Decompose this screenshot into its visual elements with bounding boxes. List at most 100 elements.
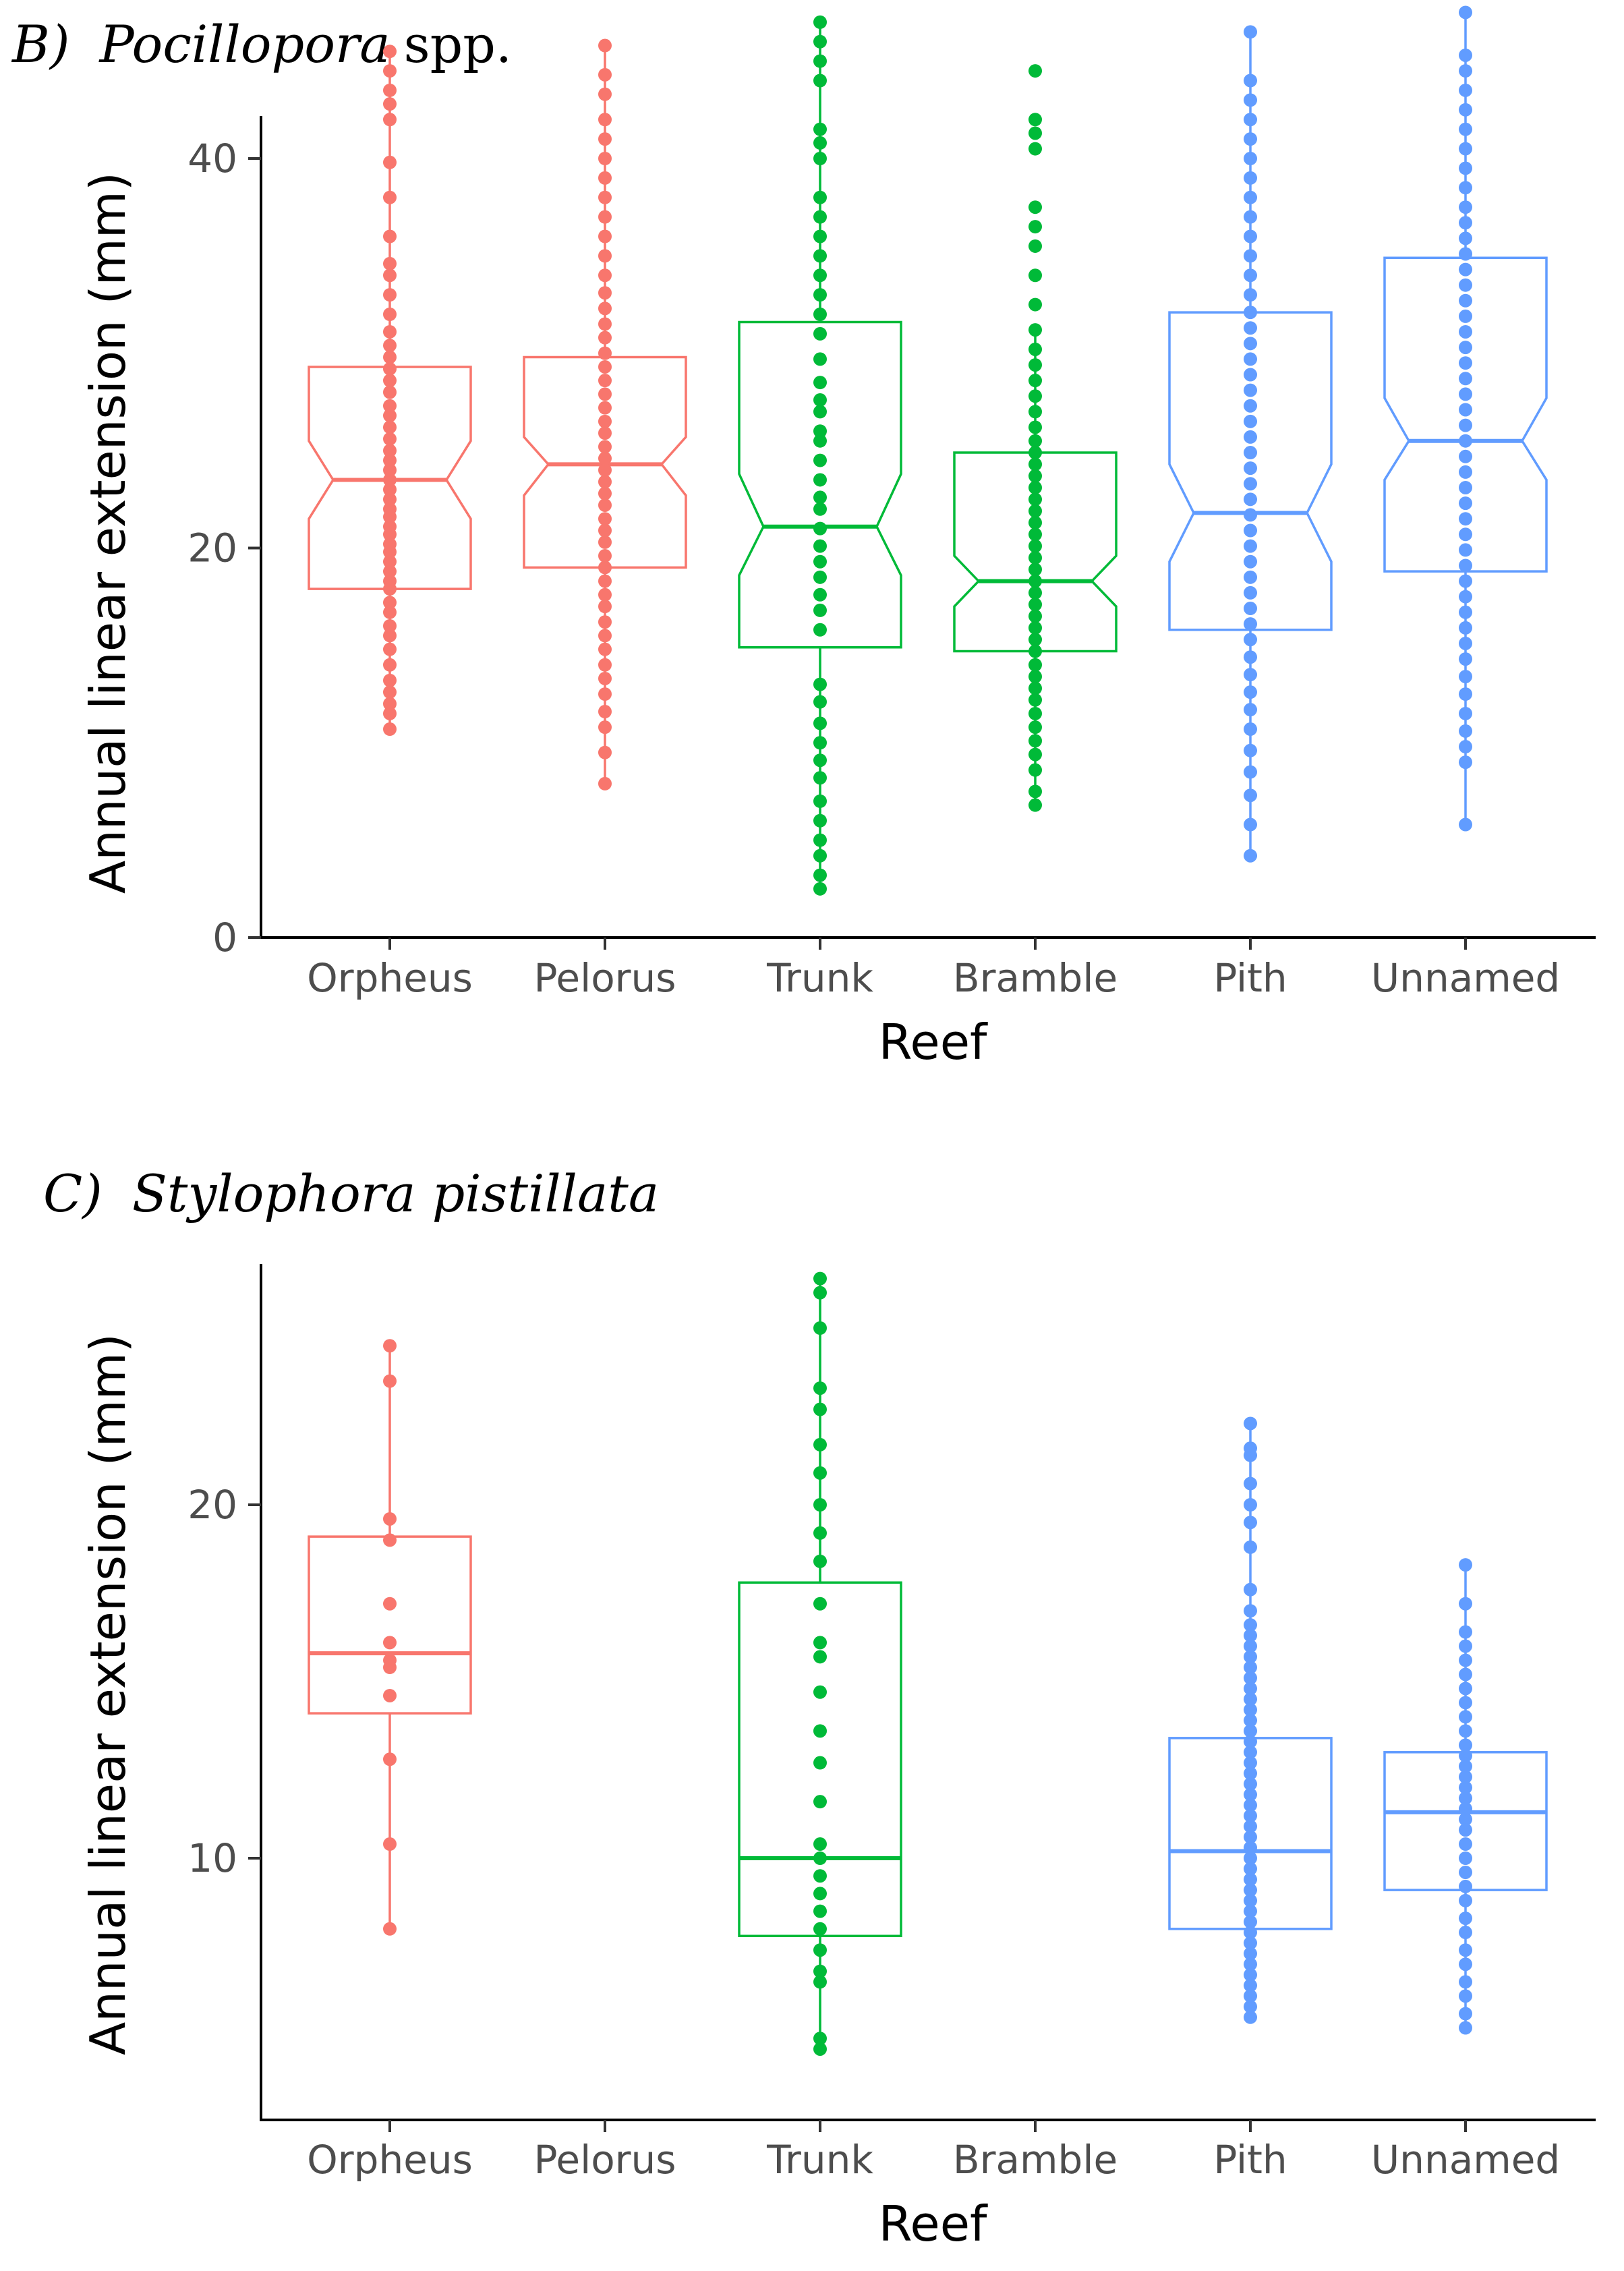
data-point-unnamed (1459, 1865, 1472, 1879)
data-point-trunk (813, 376, 827, 390)
data-point-unnamed (1459, 1975, 1472, 1989)
data-point-pith (1244, 93, 1257, 107)
data-point-pelorus (598, 268, 612, 283)
panel-c-x-axis-title: Reef (879, 2195, 988, 2252)
data-point-trunk (813, 623, 827, 637)
data-point-unnamed (1459, 122, 1472, 136)
data-point-bramble (1028, 358, 1042, 372)
data-point-pith (1244, 461, 1257, 476)
data-point-orpheus (383, 256, 397, 270)
box-orpheus (308, 1535, 472, 1715)
data-point-orpheus (383, 565, 397, 579)
data-point-pith (1244, 1639, 1257, 1653)
data-point-trunk (813, 1975, 827, 1989)
data-point-unnamed (1459, 740, 1472, 754)
data-point-unnamed (1459, 1837, 1472, 1851)
data-point-pelorus (598, 374, 612, 388)
data-point-pith (1244, 1904, 1257, 1918)
data-point-trunk (813, 587, 827, 602)
data-point-pelorus (598, 629, 612, 643)
box-group-unnamed (1383, 1558, 1548, 2035)
data-point-pelorus (598, 171, 612, 185)
data-point-orpheus (383, 1837, 397, 1851)
data-point-pelorus (598, 210, 612, 224)
data-point-orpheus (383, 444, 397, 458)
data-point-pith (1244, 554, 1257, 569)
data-point-orpheus (383, 385, 397, 399)
data-point-trunk (813, 1795, 827, 1809)
data-point-trunk (813, 210, 827, 224)
data-point-pith (1244, 190, 1257, 204)
data-point-orpheus (383, 190, 397, 204)
data-point-bramble (1028, 480, 1042, 494)
data-point-pith (1244, 539, 1257, 553)
data-point-pelorus (598, 776, 612, 790)
data-point-unnamed (1459, 817, 1472, 832)
panel-b-x-ticks: Orpheus Pelorus Trunk Bramble Pith Unnamed (307, 938, 1560, 1001)
y-tick-label: 40 (187, 136, 237, 181)
data-point-pelorus (598, 600, 612, 614)
data-point-orpheus (383, 339, 397, 353)
data-point-unnamed (1459, 278, 1472, 292)
data-point-pelorus (598, 330, 612, 345)
panel-b-x-axis-title: Reef (879, 1014, 988, 1070)
data-point-pith (1244, 1915, 1257, 1929)
data-point-pith (1244, 1830, 1257, 1844)
data-point-bramble (1028, 434, 1042, 448)
data-point-trunk (813, 1650, 827, 1664)
data-point-pith (1244, 1841, 1257, 1855)
data-point-pelorus (598, 498, 612, 512)
data-point-pith (1244, 1618, 1257, 1632)
data-point-pith (1244, 1661, 1257, 1675)
panel-c-y-ticks: 10 20 (187, 1482, 261, 1881)
data-point-trunk (813, 736, 827, 750)
data-point-pith (1244, 1745, 1257, 1759)
data-point-trunk (813, 1837, 827, 1851)
data-point-pith (1244, 152, 1257, 165)
data-point-bramble (1028, 142, 1042, 156)
data-point-trunk (813, 453, 827, 467)
data-point-pith (1244, 430, 1257, 444)
data-point-trunk (813, 152, 827, 165)
data-point-pith (1244, 1978, 1257, 1992)
x-tick-label: Trunk (766, 2137, 873, 2183)
data-point-orpheus (383, 722, 397, 737)
data-point-unnamed (1459, 5, 1472, 20)
data-point-unnamed (1459, 181, 1472, 195)
data-point-pelorus (598, 360, 612, 374)
data-point-unnamed (1459, 1823, 1472, 1837)
data-point-bramble (1028, 621, 1042, 635)
data-point-trunk (813, 1724, 827, 1738)
data-point-orpheus (383, 502, 397, 516)
data-point-pith (1244, 1798, 1257, 1812)
data-point-trunk (813, 1756, 827, 1770)
data-point-pith (1244, 1862, 1257, 1876)
data-point-pelorus (598, 687, 612, 701)
data-point-bramble (1028, 469, 1042, 483)
x-tick-label: Pelorus (533, 955, 676, 1001)
data-point-bramble (1028, 527, 1042, 542)
data-point-unnamed (1459, 1943, 1472, 1957)
data-point-trunk (813, 1685, 827, 1699)
data-point-bramble (1028, 693, 1042, 707)
data-point-unnamed (1459, 1558, 1472, 1572)
data-point-trunk (813, 122, 827, 136)
data-point-unnamed (1459, 247, 1472, 261)
y-tick-label: 20 (187, 525, 237, 571)
data-point-bramble (1028, 585, 1042, 600)
data-point-unnamed (1459, 372, 1472, 386)
data-point-bramble (1028, 64, 1042, 78)
data-point-pelorus (598, 249, 612, 263)
data-point-trunk (813, 771, 827, 785)
data-point-pith (1244, 321, 1257, 335)
data-point-unnamed (1459, 465, 1472, 479)
data-point-pith (1244, 399, 1257, 413)
data-point-trunk (813, 753, 827, 768)
data-point-trunk (813, 554, 827, 569)
data-point-bramble (1028, 239, 1042, 253)
data-point-orpheus (383, 482, 397, 496)
data-point-trunk (813, 190, 827, 204)
data-point-orpheus (383, 113, 397, 127)
data-point-trunk (813, 882, 827, 896)
data-point-unnamed (1459, 1710, 1472, 1724)
